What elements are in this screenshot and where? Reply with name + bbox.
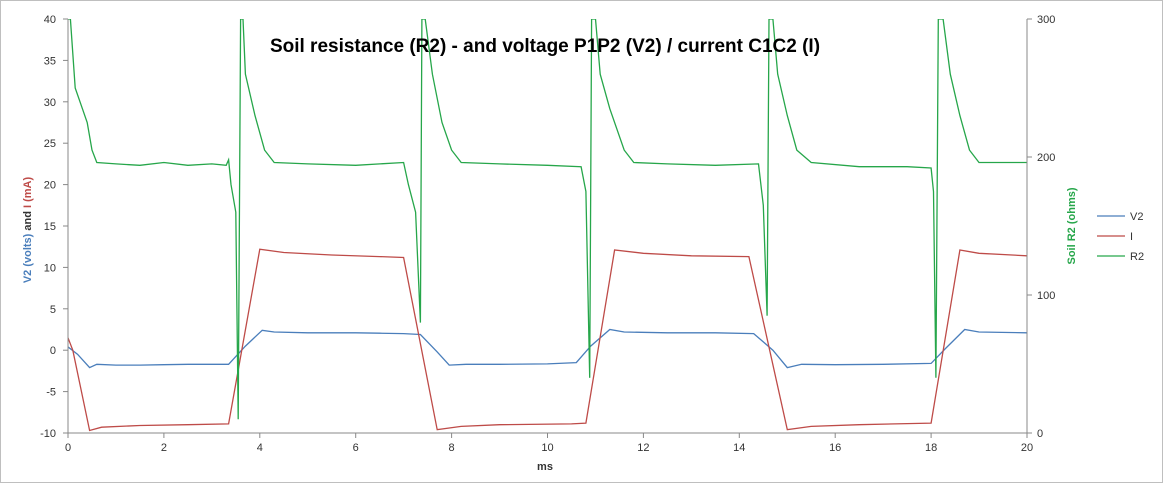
legend: V2 I R2 bbox=[1097, 211, 1144, 263]
y-left-tick-label: -10 bbox=[40, 428, 56, 440]
chart-title: Soil resistance (R2) - and voltage P1P2 … bbox=[270, 36, 820, 57]
y-axis-left-label-part: V2 (volts) bbox=[22, 233, 34, 283]
y-axis-left-label-part: I (mA) bbox=[22, 176, 34, 208]
y-left-tick-label: 35 bbox=[44, 55, 56, 67]
y-left-tick-label: 15 bbox=[44, 221, 56, 233]
y-right-tick-label: 100 bbox=[1037, 290, 1055, 302]
legend-label-r2: R2 bbox=[1130, 251, 1144, 263]
legend-label-i: I bbox=[1130, 231, 1133, 243]
x-tick-label: 8 bbox=[449, 442, 455, 454]
y-axis-left-label-part: and bbox=[22, 208, 34, 234]
y-left-tick-label: 25 bbox=[44, 138, 56, 150]
y-left-tick-label: 0 bbox=[50, 345, 56, 357]
y-right-tick-label: 300 bbox=[1037, 14, 1055, 26]
x-tick-label: 16 bbox=[829, 442, 841, 454]
y-axis-right-label: Soil R2 (ohms) bbox=[1066, 187, 1078, 264]
axes bbox=[63, 18, 1032, 438]
series-line-r2 bbox=[68, 19, 1027, 420]
x-tick-label: 20 bbox=[1021, 442, 1033, 454]
x-tick-label: 10 bbox=[541, 442, 553, 454]
legend-label-v2: V2 bbox=[1130, 211, 1143, 223]
y-right-tick-label: 200 bbox=[1037, 152, 1055, 164]
y-right-tick-label: 0 bbox=[1037, 428, 1043, 440]
x-tick-label: 14 bbox=[733, 442, 745, 454]
x-tick-label: 2 bbox=[161, 442, 167, 454]
series-line-v2 bbox=[68, 328, 1027, 369]
x-tick-label: 18 bbox=[925, 442, 937, 454]
y-left-tick-label: 30 bbox=[44, 97, 56, 109]
x-tick-label: 12 bbox=[637, 442, 649, 454]
y-left-tick-label: 10 bbox=[44, 262, 56, 274]
y-axis-left-label: V2 (volts) and I (mA) bbox=[22, 176, 34, 283]
y-left-tick-label: 20 bbox=[44, 180, 56, 192]
series-line-i bbox=[68, 248, 1027, 432]
y-left-tick-label: 40 bbox=[44, 14, 56, 26]
y-left-tick-label: 5 bbox=[50, 304, 56, 316]
tick-labels: 0 2 4 6 8 10 12 14 16 18 20 -10 -5 0 5 10 15 20 25 30 35 40 0 1… bbox=[40, 14, 1055, 454]
x-axis-label: ms bbox=[537, 461, 553, 473]
y-left-tick-label: -5 bbox=[46, 387, 56, 399]
x-tick-label: 6 bbox=[353, 442, 359, 454]
x-tick-label: 0 bbox=[65, 442, 71, 454]
x-tick-label: 4 bbox=[257, 442, 263, 454]
series-layer bbox=[68, 19, 1027, 432]
